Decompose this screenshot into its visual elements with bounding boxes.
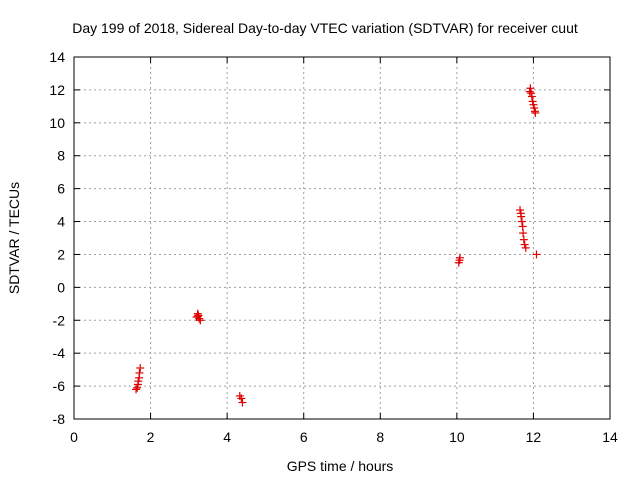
tick-labels: 0 2 4 6 8 10 12 14 -8 -6 -4 -2 0 2 4 6 8 10 12 14 [49,49,618,445]
x-tick-label: 0 [70,429,78,445]
plot-frame [73,56,611,420]
data-point [134,377,143,386]
data-point [531,108,540,117]
x-tick-label: 4 [223,429,231,445]
y-tick-label: 8 [57,148,65,164]
data-point [520,240,529,249]
x-tick-label: 10 [449,429,465,445]
y-tick-label: 2 [57,246,65,262]
x-tick-label: 6 [300,429,308,445]
data-point [455,253,464,262]
grid-lines [74,57,610,419]
x-tick-label: 14 [602,429,618,445]
data-point [519,229,528,238]
data-point [516,206,525,215]
x-axis-label: GPS time / hours [287,458,394,474]
y-tick-label: 0 [57,279,65,295]
y-tick-label: 12 [49,82,65,98]
data-point [532,250,541,259]
y-tick-label: -2 [53,312,66,328]
data-point [132,385,141,394]
y-axis-label: SDTVAR / TECUs [6,182,22,294]
data-point [525,87,534,96]
x-tick-label: 2 [147,429,155,445]
data-point [527,89,536,98]
data-point [528,97,537,106]
data-point [517,217,526,226]
data-point [133,383,142,392]
data-points [132,84,541,407]
y-tick-label: 4 [57,214,65,230]
data-point [194,312,203,321]
data-point [136,363,145,372]
data-point [527,92,536,101]
x-tick-label: 12 [526,429,542,445]
data-point [526,84,535,93]
data-point [238,398,247,407]
y-tick-label: 10 [49,115,65,131]
y-tick-label: -4 [53,345,66,361]
data-point [530,104,539,113]
data-point [237,394,246,403]
data-point [519,235,528,244]
y-tick-label: -6 [53,378,66,394]
y-tick-label: 14 [49,49,65,65]
axis-ticks [73,56,611,420]
x-tick-label: 8 [376,429,384,445]
y-tick-label: 6 [57,181,65,197]
data-point [196,316,205,325]
data-point [529,100,538,109]
data-point [517,212,526,221]
data-point [521,243,530,252]
chart-title: Day 199 of 2018, Sidereal Day-to-day VTE… [72,20,578,36]
data-point [135,368,144,377]
y-tick-label: -8 [53,411,66,427]
